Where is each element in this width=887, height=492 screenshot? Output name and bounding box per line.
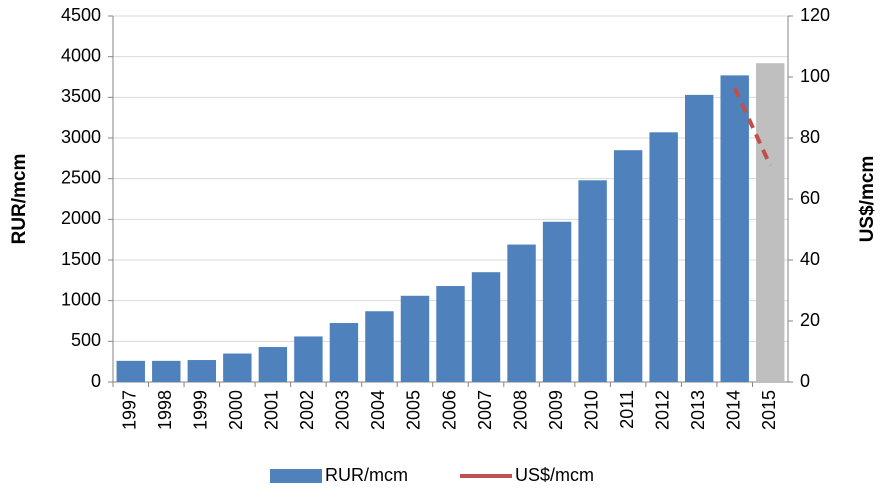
- bar: [116, 360, 145, 382]
- x-tick-label: 2014: [723, 390, 743, 430]
- y-tick-label: 2000: [61, 208, 101, 228]
- bar: [720, 75, 749, 382]
- y-tick-label: 3500: [61, 86, 101, 106]
- x-tick-label: 2000: [226, 390, 246, 430]
- x-tick-label: 2005: [404, 390, 424, 430]
- bar: [400, 295, 430, 382]
- y2-tick-label: 80: [800, 127, 820, 147]
- bar: [578, 180, 607, 382]
- x-tick-label: 1997: [120, 390, 140, 430]
- y2-tick-label: 100: [800, 66, 830, 86]
- bar: [223, 353, 252, 382]
- bar: [649, 132, 678, 382]
- x-tick-label: 2003: [333, 390, 353, 430]
- bar: [365, 311, 394, 382]
- bar: [187, 360, 217, 382]
- x-tick-label: 1998: [155, 390, 175, 430]
- y2-tick-label: 0: [800, 371, 810, 391]
- y-tick-label: 500: [71, 330, 101, 350]
- bar: [613, 150, 643, 382]
- bar: [756, 63, 785, 382]
- x-tick-label: 2011: [617, 390, 637, 429]
- x-tick-label: 2012: [652, 390, 672, 430]
- bar: [294, 336, 323, 382]
- x-tick-label: 2010: [581, 390, 601, 430]
- bar: [471, 272, 501, 382]
- bar: [152, 360, 181, 382]
- y2-tick-label: 60: [800, 188, 820, 208]
- x-tick-label: 2008: [510, 390, 530, 430]
- y-tick-label: 0: [91, 371, 101, 391]
- y2-tick-label: 20: [800, 310, 820, 330]
- y-tick-label: 4000: [61, 45, 101, 65]
- y2-axis-title: US$/mcm: [857, 156, 878, 243]
- x-tick-label: 2015: [759, 390, 779, 430]
- bar: [329, 323, 359, 382]
- x-tick-label: 2006: [439, 390, 459, 430]
- line: [732, 87, 773, 167]
- x-tick-label: 2007: [475, 390, 495, 430]
- x-tick-label: 2009: [546, 390, 566, 430]
- bar: [507, 244, 536, 382]
- y2-tick-label: 40: [800, 249, 820, 269]
- bar: [436, 286, 465, 382]
- y2-tick-label: 120: [800, 5, 830, 25]
- x-tick-label: 2004: [368, 390, 388, 430]
- legend-label: RUR/mcm: [325, 465, 408, 485]
- bar: [684, 94, 714, 382]
- y-tick-label: 1500: [61, 249, 101, 269]
- bar: [258, 347, 288, 382]
- y-axis-title: RUR/mcm: [9, 154, 30, 245]
- x-tick-label: 2001: [262, 390, 282, 430]
- x-tick-label: 2002: [297, 390, 317, 430]
- y-tick-label: 1000: [61, 289, 101, 309]
- bar: [542, 221, 572, 382]
- y-tick-label: 2500: [61, 167, 101, 187]
- legend-swatch: [270, 469, 322, 483]
- x-tick-label: 2013: [688, 390, 708, 430]
- y-tick-label: 4500: [61, 5, 101, 25]
- legend-label: US$/mcm: [515, 465, 594, 485]
- y-tick-label: 3000: [61, 127, 101, 147]
- x-tick-label: 1999: [191, 390, 211, 430]
